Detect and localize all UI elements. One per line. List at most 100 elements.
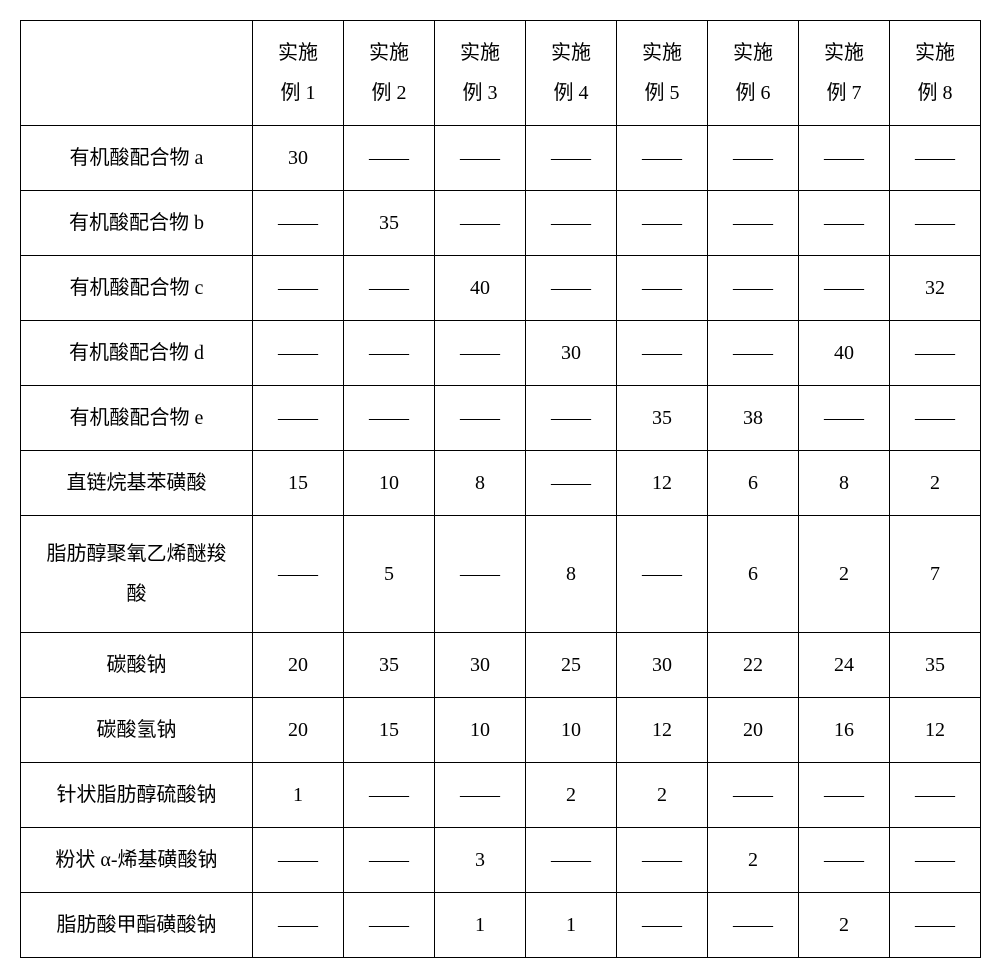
table-cell: 6 — [708, 451, 799, 516]
header-cell-3: 实施 例 3 — [435, 21, 526, 126]
header-cell-1: 实施 例 1 — [253, 21, 344, 126]
table-cell: —— — [799, 126, 890, 191]
table-cell: —— — [526, 386, 617, 451]
table-cell: —— — [617, 191, 708, 256]
table-cell: —— — [890, 893, 981, 958]
row-label: 脂肪醇聚氧乙烯醚羧 酸 — [21, 516, 253, 633]
header-row: 实施 例 1 实施 例 2 实施 例 3 实施 例 4 实施 例 5 实施 例 … — [21, 21, 981, 126]
table-cell: 35 — [344, 633, 435, 698]
header-cell-8: 实施 例 8 — [890, 21, 981, 126]
table-cell: 35 — [890, 633, 981, 698]
table-cell: —— — [708, 256, 799, 321]
table-cell: 8 — [435, 451, 526, 516]
header-cell-empty — [21, 21, 253, 126]
table-cell: —— — [344, 763, 435, 828]
table-cell: —— — [344, 256, 435, 321]
table-cell: —— — [799, 191, 890, 256]
table-cell: 3 — [435, 828, 526, 893]
table-cell: —— — [890, 126, 981, 191]
table-cell: 6 — [708, 516, 799, 633]
table-cell: —— — [799, 256, 890, 321]
table-cell: 12 — [617, 451, 708, 516]
table-cell: —— — [526, 451, 617, 516]
table-cell: —— — [799, 763, 890, 828]
table-cell: 22 — [708, 633, 799, 698]
header-label: 实施 例 5 — [642, 42, 682, 104]
table-cell: —— — [344, 386, 435, 451]
table-cell: —— — [344, 893, 435, 958]
table-cell: 2 — [799, 516, 890, 633]
table-cell: 30 — [435, 633, 526, 698]
table-body: 有机酸配合物 a30——————————————有机酸配合物 b——35————… — [21, 126, 981, 958]
table-cell: 2 — [526, 763, 617, 828]
table-cell: 30 — [253, 126, 344, 191]
table-cell: 20 — [253, 698, 344, 763]
table-row: 有机酸配合物 d——————30————40—— — [21, 321, 981, 386]
table-cell: —— — [435, 516, 526, 633]
header-label: 实施 例 8 — [915, 42, 955, 104]
table-cell: —— — [253, 828, 344, 893]
table-cell: 24 — [799, 633, 890, 698]
table-row: 有机酸配合物 e————————3538———— — [21, 386, 981, 451]
table-cell: —— — [344, 321, 435, 386]
table-cell: 40 — [799, 321, 890, 386]
table-cell: 1 — [435, 893, 526, 958]
table-cell: 1 — [253, 763, 344, 828]
table-cell: —— — [526, 191, 617, 256]
table-cell: —— — [799, 386, 890, 451]
table-row: 有机酸配合物 b——35———————————— — [21, 191, 981, 256]
table-cell: 12 — [890, 698, 981, 763]
table-cell: —— — [617, 893, 708, 958]
table-cell: —— — [617, 126, 708, 191]
table-cell: 35 — [617, 386, 708, 451]
header-label: 实施 例 6 — [733, 42, 773, 104]
table-cell: 2 — [799, 893, 890, 958]
table-cell: 25 — [526, 633, 617, 698]
table-cell: —— — [890, 828, 981, 893]
table-row: 有机酸配合物 a30—————————————— — [21, 126, 981, 191]
table-cell: 30 — [526, 321, 617, 386]
table-cell: —— — [435, 126, 526, 191]
table-row: 脂肪酸甲酯磺酸钠————11————2—— — [21, 893, 981, 958]
header-cell-5: 实施 例 5 — [617, 21, 708, 126]
table-cell: 15 — [344, 698, 435, 763]
table-cell: —— — [890, 321, 981, 386]
table-row: 粉状 α-烯基磺酸钠————3————2———— — [21, 828, 981, 893]
header-label: 实施 例 1 — [278, 42, 318, 104]
table-cell: —— — [708, 126, 799, 191]
table-cell: 10 — [435, 698, 526, 763]
table-cell: —— — [890, 763, 981, 828]
table-cell: 12 — [617, 698, 708, 763]
table-row: 碳酸氢钠2015101012201612 — [21, 698, 981, 763]
row-label: 针状脂肪醇硫酸钠 — [21, 763, 253, 828]
table-cell: —— — [253, 386, 344, 451]
table-cell: —— — [253, 321, 344, 386]
table-cell: 30 — [617, 633, 708, 698]
table-cell: —— — [435, 763, 526, 828]
table-cell: —— — [708, 191, 799, 256]
header-label: 实施 例 4 — [551, 42, 591, 104]
row-label: 直链烷基苯磺酸 — [21, 451, 253, 516]
header-cell-4: 实施 例 4 — [526, 21, 617, 126]
header-cell-6: 实施 例 6 — [708, 21, 799, 126]
table-cell: —— — [253, 256, 344, 321]
table-cell: —— — [526, 828, 617, 893]
data-table-container: 实施 例 1 实施 例 2 实施 例 3 实施 例 4 实施 例 5 实施 例 … — [20, 20, 980, 958]
header-label: 实施 例 7 — [824, 42, 864, 104]
table-cell: 15 — [253, 451, 344, 516]
row-label: 有机酸配合物 b — [21, 191, 253, 256]
row-label: 有机酸配合物 d — [21, 321, 253, 386]
table-cell: —— — [890, 191, 981, 256]
table-cell: 5 — [344, 516, 435, 633]
table-cell: —— — [708, 763, 799, 828]
table-cell: 20 — [253, 633, 344, 698]
table-cell: —— — [617, 516, 708, 633]
table-row: 碳酸钠2035302530222435 — [21, 633, 981, 698]
table-cell: —— — [890, 386, 981, 451]
table-cell: —— — [617, 828, 708, 893]
header-cell-2: 实施 例 2 — [344, 21, 435, 126]
table-cell: —— — [799, 828, 890, 893]
header-label: 实施 例 2 — [369, 42, 409, 104]
row-label: 有机酸配合物 c — [21, 256, 253, 321]
table-cell: 2 — [617, 763, 708, 828]
